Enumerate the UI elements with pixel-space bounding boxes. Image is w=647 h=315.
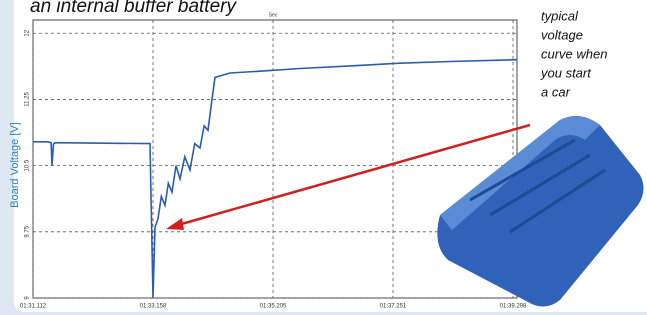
x-tick-label: 01:31.112 (20, 304, 47, 310)
annotation-line: you start (540, 65, 592, 80)
y-tick-label: 10.5 (25, 159, 31, 171)
x-tick-label: 01:37.251 (380, 304, 407, 310)
x-tick-label: 01:33.158 (140, 304, 167, 310)
annotation-line: curve when (541, 46, 607, 61)
x-tick-label: 01:39.298 (500, 304, 527, 310)
chart: an internal buffer battery Board Voltage… (0, 0, 647, 315)
annotation-line: voltage (541, 27, 583, 42)
x-tick-label: 01:35.205 (260, 304, 287, 310)
y-tick-label: 12 (25, 29, 31, 36)
x-unit: Sec (269, 12, 278, 18)
y-tick-label: 9.75 (25, 225, 31, 237)
annotation-line: a car (541, 84, 571, 99)
y-axis-label: Board Voltage [V] (9, 122, 21, 208)
annotation-line: typical (541, 8, 579, 23)
chart-title: an internal buffer battery (30, 0, 237, 17)
y-tick-label: 11.25 (25, 91, 31, 106)
